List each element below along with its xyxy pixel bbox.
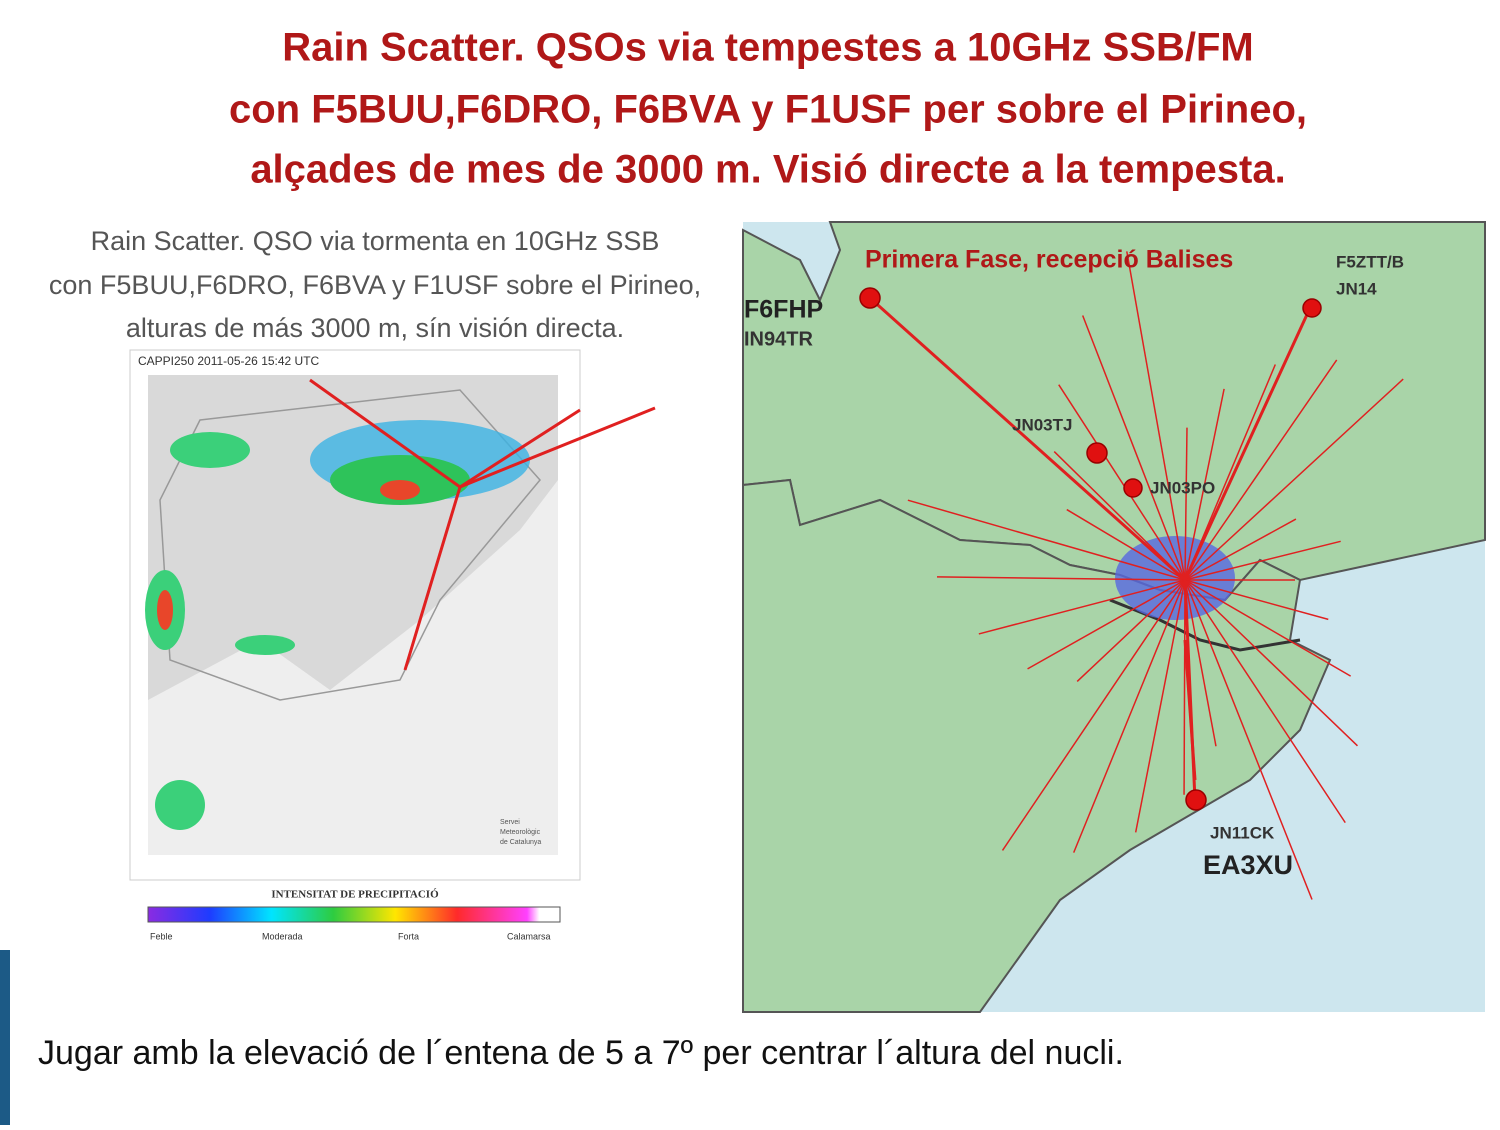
- ray: [1184, 359, 1338, 581]
- station-locator: IN94TR: [744, 328, 813, 350]
- legend-label: Forta: [398, 931, 419, 941]
- edge-bar: [0, 950, 10, 1125]
- ray: [1073, 579, 1186, 853]
- title-line: con F5BUU,F6DRO, F6BVA y F1USF per sobre…: [229, 88, 1307, 132]
- ray: [1058, 384, 1186, 581]
- ray: [937, 576, 1186, 581]
- ray: [1134, 579, 1186, 833]
- radar-image: [129, 349, 656, 923]
- map: [742, 221, 1486, 1013]
- station-call: EA3XU: [1203, 850, 1293, 880]
- map-heading: Primera Fase, recepció Balises: [865, 246, 1233, 274]
- ray: [1076, 579, 1186, 682]
- ray: [1066, 508, 1186, 581]
- ray: [1184, 579, 1346, 824]
- legend-label: Feble: [150, 931, 173, 941]
- credit: de Catalunya: [500, 839, 541, 846]
- ray: [1183, 579, 1186, 795]
- ray: [1126, 251, 1186, 581]
- ray: [1184, 427, 1188, 581]
- ray: [907, 499, 1186, 581]
- ray: [1184, 540, 1341, 581]
- legend-title: INTENSITAT DE PRECIPITACIÓ: [271, 889, 439, 901]
- ray: [1184, 579, 1352, 677]
- legend-label: Moderada: [262, 931, 303, 941]
- credit: Servei: [500, 819, 520, 826]
- station-call: F5ZTT/B: [1336, 252, 1404, 271]
- station-locator: JN03PO: [1150, 478, 1215, 497]
- station-call: F6FHP: [744, 296, 823, 324]
- station-locator: JN11CK: [1210, 823, 1275, 842]
- station-locator: JN14: [1336, 279, 1377, 298]
- ray: [1184, 579, 1313, 900]
- ray: [1001, 579, 1186, 851]
- ray: [1184, 378, 1404, 581]
- caption-line: alturas de más 3000 m, sín visión direct…: [126, 313, 624, 343]
- ray: [1081, 315, 1186, 581]
- radar-stamp: CAPPI250 2011-05-26 15:42 UTC: [138, 354, 320, 368]
- ray: [1184, 579, 1358, 747]
- legend-label: Calamarsa: [507, 931, 551, 941]
- ray: [1027, 579, 1186, 670]
- title-line: alçades de mes de 3000 m. Visió directe …: [250, 148, 1285, 192]
- ray: [1184, 579, 1217, 747]
- ray: [1184, 518, 1297, 581]
- ray: [1184, 579, 1329, 621]
- caption-line: Rain Scatter. QSO via tormenta en 10GHz …: [91, 226, 660, 256]
- station-locator: JN03TJ: [1012, 415, 1072, 434]
- title-line: Rain Scatter. QSOs via tempestes a 10GHz…: [282, 26, 1253, 70]
- caption-line: con F5BUU,F6DRO, F6BVA y F1USF sobre el …: [49, 270, 701, 300]
- footer-text: Jugar amb la elevació de l´entena de 5 a…: [38, 1034, 1124, 1072]
- ray: [1184, 388, 1225, 581]
- credit: Meteorològic: [500, 829, 541, 836]
- ray: [978, 579, 1186, 635]
